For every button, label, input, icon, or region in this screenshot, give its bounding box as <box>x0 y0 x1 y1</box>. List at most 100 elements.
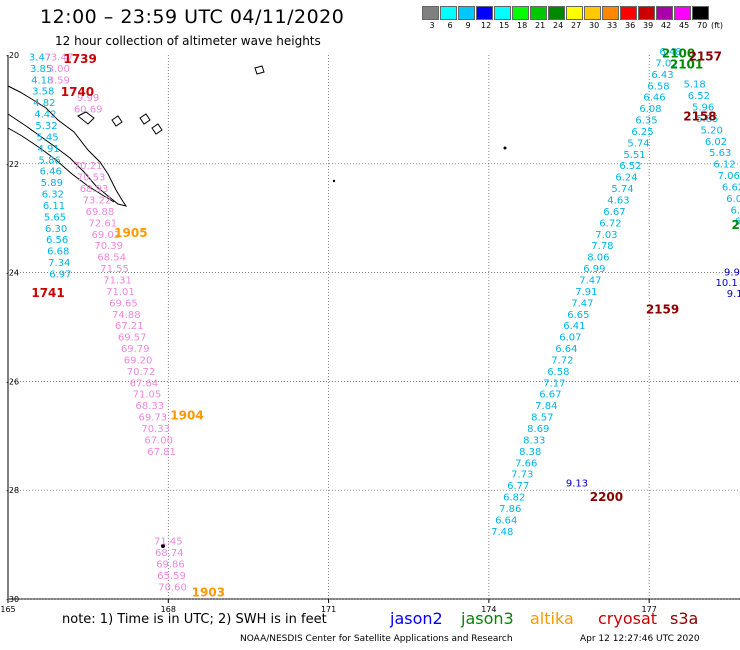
title: 12:00 – 23:59 UTC 04/11/2020 <box>40 6 345 28</box>
mission-label-jason3: jason3 <box>461 609 514 628</box>
coastline <box>7 85 128 207</box>
wave-height-label: 74.88 <box>112 310 141 321</box>
legend-swatch <box>638 6 655 20</box>
wave-height-label: 6.58 <box>547 367 569 378</box>
wave-height-label: 68.54 <box>97 253 126 264</box>
wave-height-label: 6.35 <box>635 116 657 127</box>
wave-height-label: 71.05 <box>133 390 162 401</box>
legend-tick-label: 6 <box>447 21 453 30</box>
wave-height-label: 4.63 <box>607 196 629 207</box>
coastline <box>111 115 123 127</box>
wave-height-label: 9.99 <box>77 93 99 104</box>
wave-height-label: 68.93 <box>80 184 109 195</box>
wave-height-label: 67.81 <box>147 447 176 458</box>
legend-swatch <box>674 6 691 20</box>
pass-time-label: 2159 <box>646 302 679 316</box>
wave-height-label: 7.86 <box>499 504 521 515</box>
wave-height-label: 5.96 <box>692 102 714 113</box>
wave-height-label: 6.02 <box>705 137 727 148</box>
wave-height-label: 7.02 <box>655 58 677 69</box>
wave-height-label: 7.17 <box>543 378 565 389</box>
wave-height-label: 71.01 <box>106 287 135 298</box>
legend-tick-label: 12 <box>481 21 492 30</box>
wave-height-label: 6.46 <box>643 93 665 104</box>
legend-tick-label: 9 <box>465 21 471 30</box>
legend-swatch <box>566 6 583 20</box>
coastline <box>7 127 115 203</box>
mission-label-cryosat: cryosat <box>598 609 658 628</box>
wave-height-label: 8.38 <box>519 447 541 458</box>
legend-labels: 3 6 9 12 15 18 21 24 27 30 33 36 39 42 45 70 (ft) <box>422 20 724 32</box>
wave-height-label: 7.73 <box>511 470 533 481</box>
wave-height-label: 72.61 <box>89 218 118 229</box>
legend-swatches <box>422 6 710 20</box>
coastline <box>151 123 163 135</box>
lon-tick-label: 177 <box>642 605 657 614</box>
wave-height-label: 68.33 <box>136 401 165 412</box>
pass-time-label: 2157 <box>689 49 722 63</box>
wave-height-label: 6.08 <box>639 104 661 115</box>
wave-height-label: 4.91 <box>37 144 59 155</box>
wave-height-label: 6.07 <box>726 194 740 205</box>
wave-height-label: 6.07 <box>559 333 581 344</box>
lat-tick-label: -28 <box>6 486 19 495</box>
legend-swatch <box>512 6 529 20</box>
legend-swatch <box>458 6 475 20</box>
wave-height-label: 3.85 <box>30 64 52 75</box>
wave-height-label: 5.18 <box>683 80 705 91</box>
wave-height-label: 67.21 <box>115 321 144 332</box>
mission-label-jason2: jason2 <box>390 609 443 628</box>
wave-height-label: 69.73 <box>138 413 167 424</box>
wave-height-label: 7.72 <box>551 355 573 366</box>
wave-height-label: 6.30 <box>45 224 67 235</box>
legend-swatch <box>530 6 547 20</box>
wave-height-label: 60.69 <box>74 105 103 116</box>
wave-height-label: 70.72 <box>127 367 156 378</box>
lat-tick-label: -24 <box>6 269 19 278</box>
legend-swatch <box>602 6 619 20</box>
lat-tick-label: -26 <box>6 377 19 386</box>
lon-tick-label: 168 <box>161 605 176 614</box>
wave-height-label: 69.88 <box>86 207 115 218</box>
wave-height-label: 8.06 <box>587 253 609 264</box>
wave-height-label: 7.48 <box>491 527 513 538</box>
wave-height-label: 67.64 <box>130 378 159 389</box>
wave-height-label: 7.78 <box>591 241 613 252</box>
wave-height-label: 3.00 <box>48 64 70 75</box>
wave-height-label: 65.59 <box>157 571 186 582</box>
pass-time-label: 1739 <box>63 52 96 66</box>
pass-time-label: 1904 <box>170 408 203 422</box>
wave-height-label: 73.22 <box>83 196 112 207</box>
coastline <box>77 111 95 125</box>
legend-swatch <box>584 6 601 20</box>
wave-height-label: 73.47 <box>44 52 73 63</box>
legend-tick-label: 39 <box>643 21 654 30</box>
wave-height-label: 6.52 <box>619 161 641 172</box>
lon-tick-label: 165 <box>0 605 15 614</box>
legend-tick-label: 70 <box>697 21 708 30</box>
legend-tick-label: 24 <box>553 21 564 30</box>
credit-text: NOAA/NESDIS Center for Satellite Applica… <box>240 634 513 644</box>
wave-height-label: 70.60 <box>158 582 187 593</box>
wave-height-label: 6.99 <box>583 264 605 275</box>
legend-tick-label: 21 <box>535 21 546 30</box>
wave-height-label: 5.89 <box>41 178 63 189</box>
wave-height-label: 7.47 <box>571 298 593 309</box>
wave-height-label: 6.82 <box>503 493 525 504</box>
wave-height-label: 3.59 <box>48 75 70 86</box>
wave-height-label: 70.33 <box>141 424 170 435</box>
lat-tick-label: -20 <box>6 51 19 60</box>
mission-label-s3a: s3a <box>670 609 699 628</box>
legend-tick-label: 18 <box>517 21 528 30</box>
legend-swatch <box>494 6 511 20</box>
wave-height-label: 7.47 <box>579 275 601 286</box>
wave-height-label: 6.12 <box>713 160 735 171</box>
wave-height-label: 5.74 <box>627 138 649 149</box>
footer-note: note: 1) Time is in UTC; 2) SWH is in fe… <box>62 612 327 627</box>
mission-label-altika: altika <box>530 609 574 628</box>
pass-time-label: 2101 <box>670 58 703 72</box>
pass-time-label: 2 <box>732 218 740 232</box>
wave-height-label: 6.41 <box>563 321 585 332</box>
legend-unit: (ft) <box>711 21 724 30</box>
wave-height-label: 70.39 <box>94 241 123 252</box>
